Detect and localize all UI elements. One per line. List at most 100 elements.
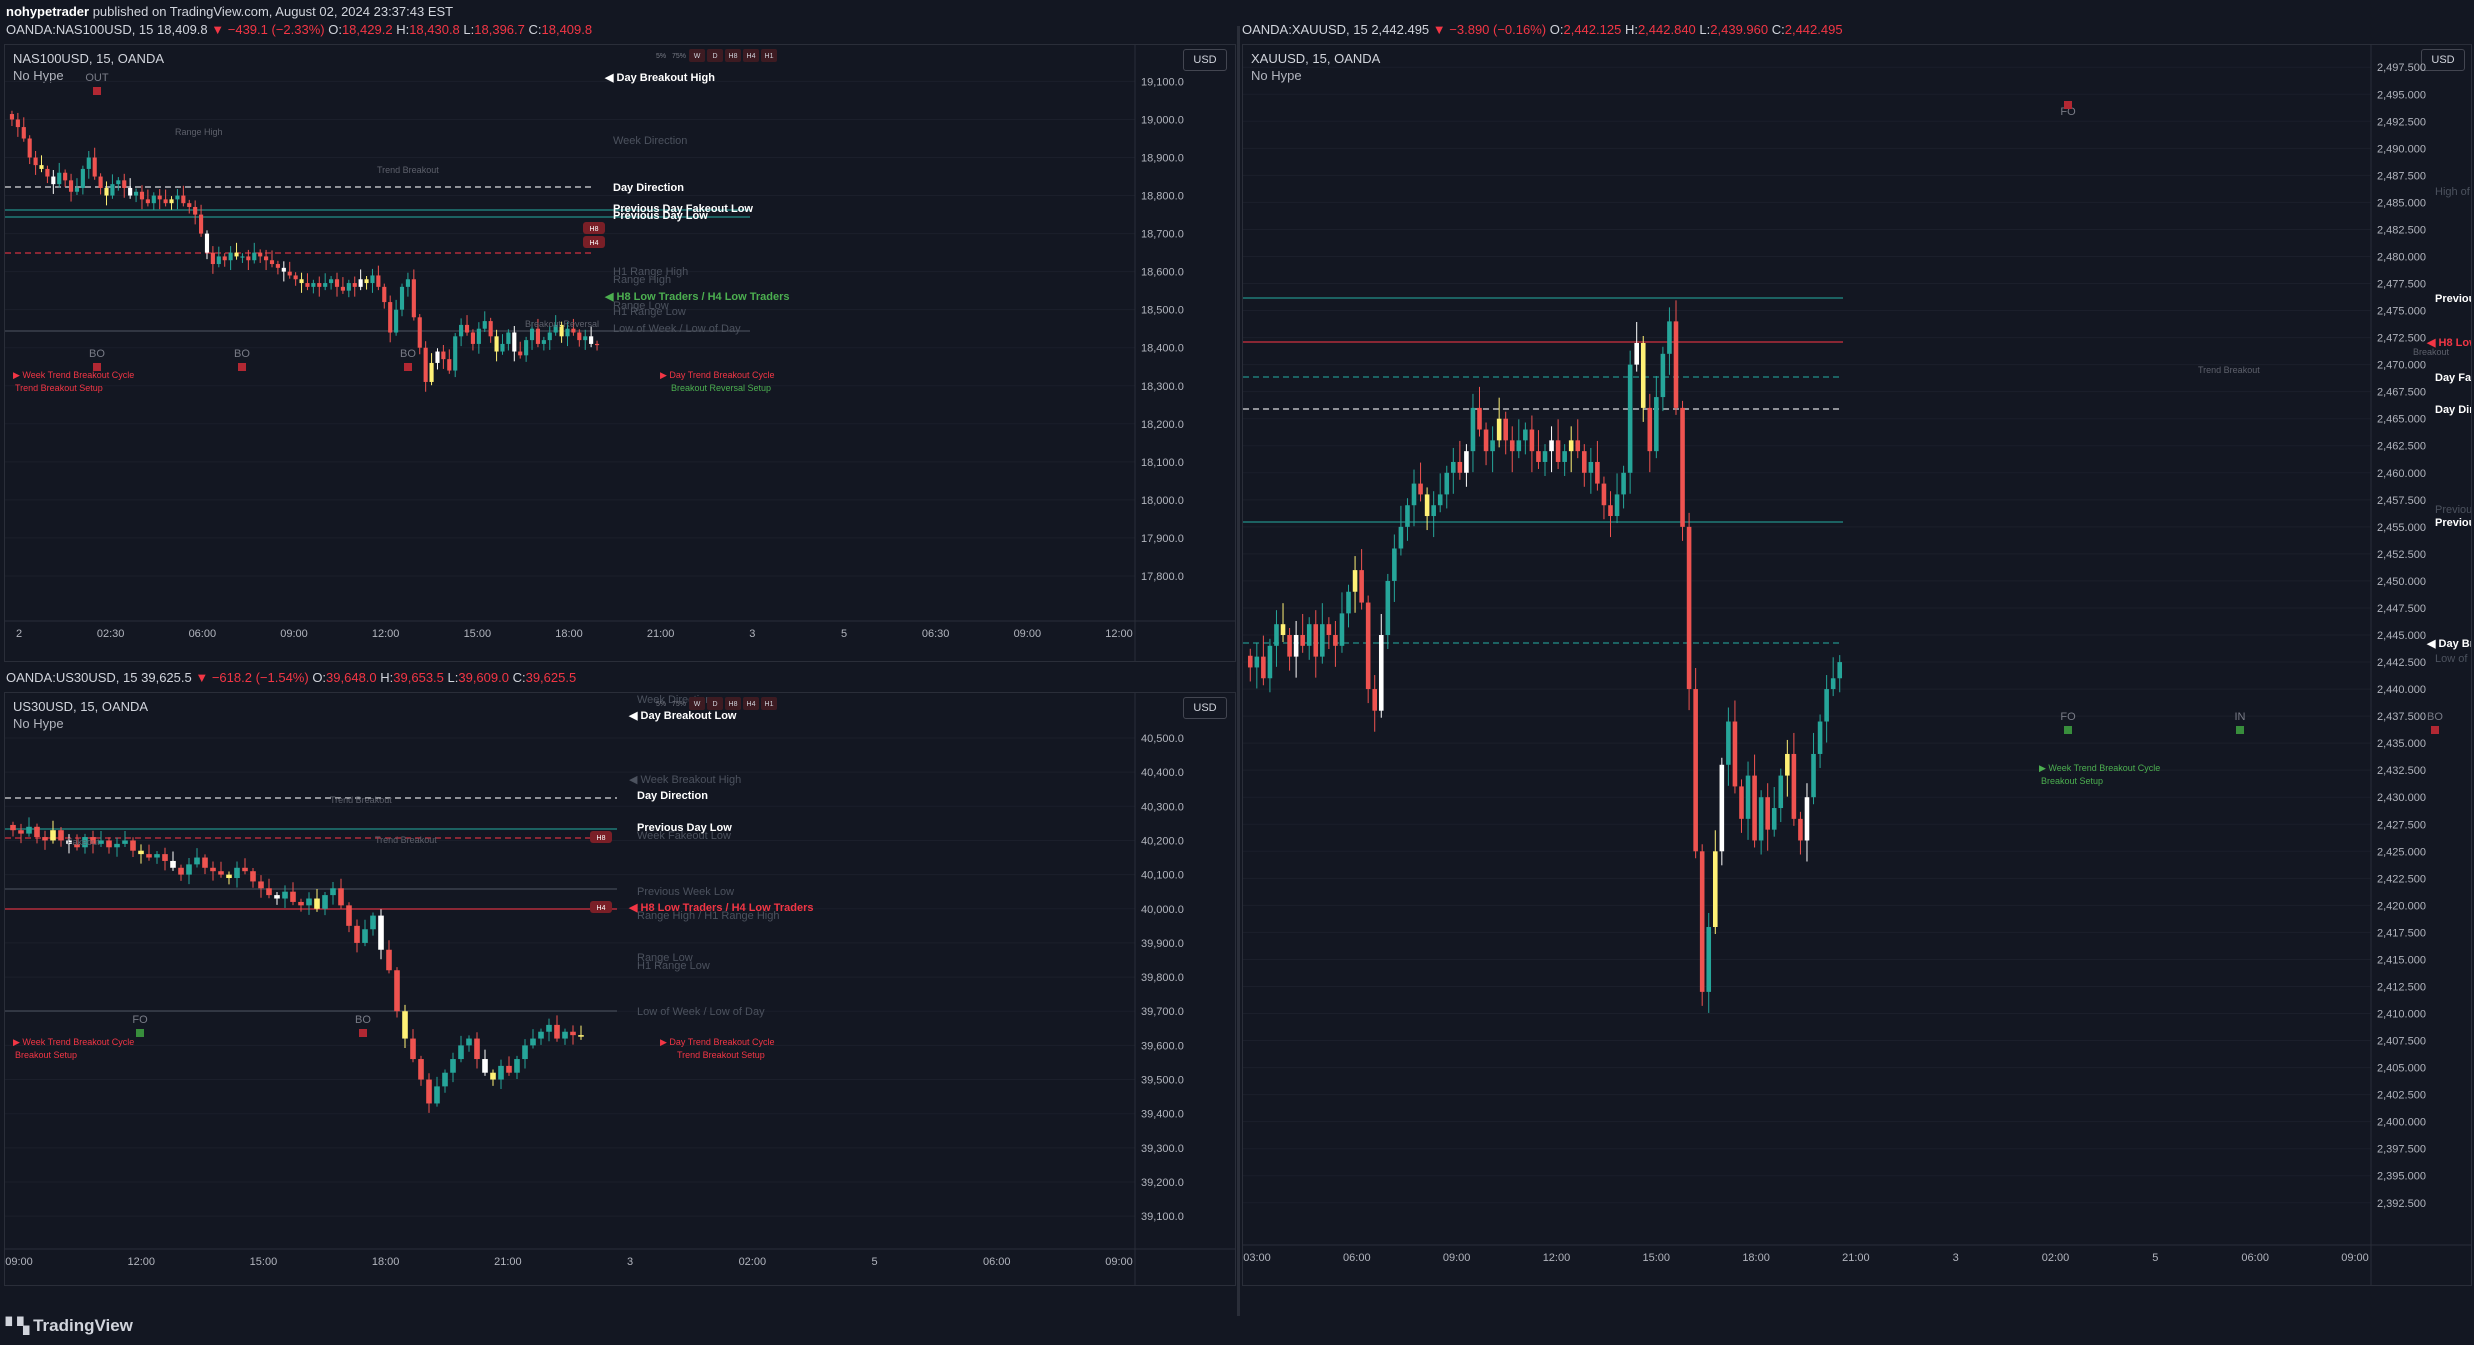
- candle-body[interactable]: [378, 915, 384, 950]
- candle-body[interactable]: [358, 279, 363, 287]
- candle-body[interactable]: [110, 184, 115, 196]
- candle-body[interactable]: [459, 324, 464, 337]
- candle-body[interactable]: [435, 351, 440, 363]
- candle-body[interactable]: [522, 1045, 528, 1060]
- candle-body[interactable]: [90, 837, 96, 844]
- candle-body[interactable]: [1392, 548, 1397, 581]
- candle-body[interactable]: [1765, 797, 1770, 830]
- candle-body[interactable]: [222, 256, 227, 261]
- candle-body[interactable]: [506, 332, 511, 344]
- candle-body[interactable]: [1247, 655, 1253, 668]
- candle-body[interactable]: [9, 114, 15, 120]
- candle-body[interactable]: [1752, 775, 1757, 841]
- candle-body[interactable]: [402, 1011, 408, 1039]
- candle-body[interactable]: [1333, 635, 1338, 646]
- candle-body[interactable]: [1549, 440, 1554, 452]
- candle-body[interactable]: [128, 187, 133, 196]
- candle-body[interactable]: [388, 302, 393, 333]
- candle-body[interactable]: [1732, 721, 1738, 787]
- candle-body[interactable]: [1477, 407, 1482, 430]
- candle-body[interactable]: [34, 826, 40, 838]
- currency-button[interactable]: USD: [1183, 697, 1227, 719]
- candle-body[interactable]: [15, 119, 20, 128]
- candle-body[interactable]: [146, 854, 152, 858]
- candle-body[interactable]: [63, 172, 68, 181]
- candle-body[interactable]: [1536, 451, 1541, 462]
- level-tag[interactable]: [590, 901, 612, 913]
- candle-body[interactable]: [234, 867, 240, 879]
- candle-body[interactable]: [1444, 472, 1450, 495]
- candle-body[interactable]: [133, 191, 139, 196]
- candle-body[interactable]: [18, 830, 24, 834]
- candle-body[interactable]: [562, 1031, 568, 1039]
- chart-svg[interactable]: 40,500.0 40,400.0 40,300.0 40,200.0 40,100.0…: [5, 693, 1235, 1285]
- candle-body[interactable]: [1424, 494, 1430, 517]
- candle-body[interactable]: [482, 321, 487, 329]
- candle-body[interactable]: [570, 1031, 576, 1036]
- candle-body[interactable]: [1824, 689, 1829, 722]
- candle-body[interactable]: [529, 328, 535, 341]
- candle-body[interactable]: [338, 888, 344, 906]
- candle-body[interactable]: [1405, 505, 1410, 527]
- candle-body[interactable]: [246, 256, 251, 261]
- candle-body[interactable]: [394, 970, 400, 1012]
- candle-body[interactable]: [447, 359, 452, 371]
- candle-body[interactable]: [202, 857, 208, 868]
- candle-body[interactable]: [317, 283, 322, 287]
- candle-body[interactable]: [1804, 797, 1810, 841]
- signal-marker[interactable]: [359, 1029, 367, 1037]
- candle-body[interactable]: [1667, 321, 1672, 354]
- candle-body[interactable]: [1745, 775, 1751, 819]
- candle-body[interactable]: [66, 840, 72, 844]
- candle-body[interactable]: [474, 1038, 480, 1060]
- candle-body[interactable]: [488, 321, 493, 337]
- candle-body[interactable]: [1261, 656, 1266, 679]
- candle-body[interactable]: [1627, 364, 1633, 473]
- candle-body[interactable]: [1523, 429, 1528, 441]
- candle-body[interactable]: [199, 214, 204, 234]
- currency-button[interactable]: USD: [1183, 49, 1227, 71]
- candle-body[interactable]: [116, 180, 121, 185]
- currency-button[interactable]: USD: [2421, 49, 2465, 71]
- candle-body[interactable]: [1621, 472, 1626, 495]
- candle-body[interactable]: [1385, 580, 1391, 635]
- candle-body[interactable]: [1274, 624, 1279, 646]
- candle-body[interactable]: [1706, 927, 1712, 992]
- candle-body[interactable]: [175, 195, 180, 200]
- candle-body[interactable]: [530, 1038, 536, 1046]
- candle-body[interactable]: [1418, 483, 1423, 495]
- timeframe-badge[interactable]: [707, 49, 723, 62]
- signal-marker[interactable]: [93, 87, 101, 95]
- candle-body[interactable]: [10, 824, 16, 831]
- candle-body[interactable]: [240, 256, 245, 258]
- candle-body[interactable]: [466, 1038, 472, 1046]
- candle-body[interactable]: [314, 898, 320, 909]
- candle-body[interactable]: [26, 826, 32, 834]
- candle-body[interactable]: [258, 881, 264, 889]
- signal-marker[interactable]: [93, 363, 101, 371]
- signal-marker[interactable]: [2431, 726, 2439, 734]
- signal-marker[interactable]: [136, 1029, 144, 1037]
- candle-body[interactable]: [1601, 483, 1607, 506]
- candle-body[interactable]: [1431, 505, 1436, 517]
- candle-body[interactable]: [1614, 494, 1620, 517]
- candle-body[interactable]: [394, 309, 399, 333]
- candle-body[interactable]: [559, 324, 564, 337]
- chart-panel-nas100[interactable]: NAS100USD, 15, OANDA No Hype USD 19,100.…: [4, 44, 1236, 662]
- candle-body[interactable]: [305, 283, 310, 287]
- candle-body[interactable]: [82, 837, 88, 848]
- candle-body[interactable]: [1680, 407, 1685, 527]
- candle-body[interactable]: [252, 252, 257, 261]
- candle-body[interactable]: [594, 343, 600, 346]
- candle-body[interactable]: [181, 195, 186, 204]
- candle-body[interactable]: [264, 256, 269, 261]
- candle-body[interactable]: [429, 362, 434, 382]
- candle-body[interactable]: [1306, 624, 1312, 646]
- candle-body[interactable]: [266, 888, 272, 896]
- candle-body[interactable]: [1378, 635, 1384, 711]
- candle-body[interactable]: [282, 891, 288, 899]
- candle-body[interactable]: [1575, 440, 1581, 452]
- candle-body[interactable]: [370, 275, 375, 284]
- timeframe-badge[interactable]: [689, 49, 705, 62]
- candle-body[interactable]: [352, 283, 357, 287]
